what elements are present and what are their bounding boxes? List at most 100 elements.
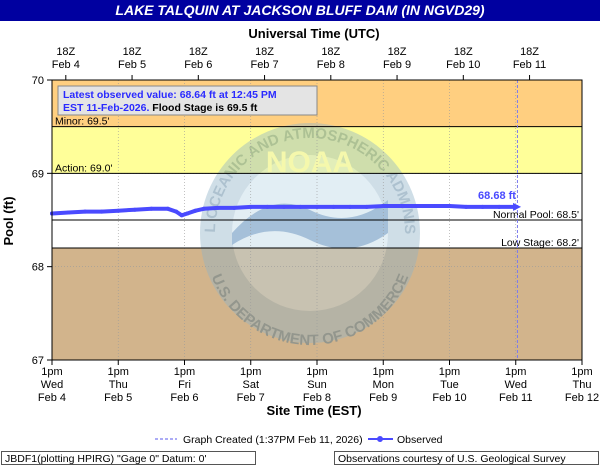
latest-observed-box: Latest observed value: 68.64 ft at 12:45…: [57, 85, 318, 116]
observed-line: [50, 204, 518, 218]
x-tick-label-bottom: Thu: [573, 379, 592, 391]
observed-point: [364, 204, 369, 209]
observed-point: [149, 206, 154, 211]
observed-point: [381, 204, 386, 208]
observed-point: [165, 206, 170, 211]
latest-observed-line2: EST 11-Feb-2026. Flood Stage is 69.5 ft: [63, 102, 258, 114]
x-tick-label-top: 18Z: [321, 46, 340, 58]
x-tick-label-top: Feb 8: [317, 59, 345, 71]
x-tick-label-bottom: Feb 8: [303, 392, 331, 404]
x-tick-label-top: 18Z: [520, 46, 539, 58]
watermark-outer-ring: [200, 123, 420, 343]
x-tick-label-top: Feb 4: [52, 59, 80, 71]
x-tick-label-bottom: Sun: [307, 379, 327, 391]
observed-point: [248, 204, 253, 209]
x-tick-label-bottom: Feb 11: [499, 392, 532, 404]
latest-observed-date: EST 11-Feb-2026.: [63, 102, 149, 114]
observed-point: [414, 204, 419, 208]
footer-right-text: Observations courtesy of U.S. Geological…: [338, 453, 566, 465]
legend-observed-label: Observed: [397, 434, 443, 446]
flood-stage-text: Flood Stage is 69.5 ft: [149, 102, 257, 114]
x-tick-label-bottom: Wed: [505, 379, 527, 391]
x-tick-label-top: 18Z: [189, 46, 208, 58]
x-tick-label-bottom: 1pm: [174, 366, 195, 378]
x-tick-label-top: Feb 5: [118, 59, 146, 71]
x-tick-label-bottom: 1pm: [439, 366, 460, 378]
observed-point: [179, 213, 184, 218]
observed-point: [315, 204, 319, 209]
observed-point: [331, 204, 336, 209]
threshold-label: Normal Pool: 68.5': [493, 209, 579, 221]
observed-point: [281, 204, 286, 209]
threshold-label: Low Stage: 68.2': [501, 237, 579, 249]
x-tick-label-bottom: 1pm: [41, 366, 62, 378]
title-bar: [0, 0, 600, 21]
watermark-bird-shape: [232, 200, 388, 249]
observed-series: [50, 202, 522, 218]
observed-end-arrow: [513, 202, 522, 211]
observed-point: [185, 211, 190, 216]
latest-observed-line1: Latest observed value: 68.64 ft at 12:45…: [63, 89, 277, 101]
x-tick-label-bottom: 1pm: [240, 366, 261, 378]
x-tick-label-top: Feb 10: [446, 59, 480, 71]
observed-point: [447, 204, 452, 208]
footer-left-text: JBDF1(plotting HPIRG) "Gage 0" Datum: 0': [5, 453, 206, 465]
x-tick-label-bottom: 1pm: [306, 366, 327, 378]
x-tick-label-bottom: Feb 10: [432, 392, 466, 404]
x-tick-label-top: 18Z: [388, 46, 407, 58]
x-tick-label-bottom: Feb 12: [565, 392, 599, 404]
x-tick-label-bottom: Feb 4: [38, 392, 66, 404]
x-tick-label-bottom: Feb 7: [237, 392, 265, 404]
latest-observed-bg: [57, 85, 318, 116]
observed-point: [132, 207, 137, 212]
x-tick-label-top: 18Z: [56, 46, 75, 58]
threshold-label: Minor: 69.5': [55, 116, 110, 128]
chart-title: LAKE TALQUIN AT JACKSON BLUFF DAM (IN NG…: [115, 2, 485, 18]
x-tick-label-bottom: Mon: [373, 379, 394, 391]
observed-point: [298, 204, 303, 209]
last-value-label: 68.68 ft: [478, 190, 516, 202]
observed-point: [83, 209, 88, 214]
y-tick-label: 69: [32, 168, 44, 180]
x-tick-label-bottom: 1pm: [373, 366, 394, 378]
x-tick-label-bottom: Feb 5: [104, 392, 132, 404]
legend-observed-marker: [377, 436, 383, 442]
x-tick-label-top: 18Z: [454, 46, 473, 58]
observed-point: [497, 204, 502, 209]
observed-point: [66, 210, 71, 215]
observed-point: [464, 204, 469, 209]
x-tick-label-bottom: Feb 6: [170, 392, 198, 404]
bottom-axis-title: Site Time (EST): [266, 403, 361, 418]
x-tick-label-top: 18Z: [123, 46, 142, 58]
observed-point: [430, 204, 435, 208]
watermark-noaa-text: NOAA: [266, 146, 354, 179]
threshold-lines: Minor: 69.5' Action: 69.0' Normal Pool: 68…: [52, 80, 582, 360]
x-tick-label-bottom: 1pm: [108, 366, 129, 378]
x-tick-label-top: Feb 9: [383, 59, 411, 71]
observed-point: [397, 204, 402, 208]
observed-point: [99, 209, 104, 214]
x-tick-label-top: Feb 7: [250, 59, 278, 71]
x-tick-label-bottom: Tue: [440, 379, 459, 391]
x-tick-label-bottom: Wed: [41, 379, 63, 391]
x-tick-label-bottom: Sat: [242, 379, 259, 391]
legend-graph-created-label: Graph Created (1:37PM Feb 11, 2026): [183, 434, 363, 446]
watermark-inner-disc: [232, 155, 388, 311]
observed-point: [232, 205, 237, 210]
x-tick-label-bottom: 1pm: [571, 366, 592, 378]
observed-point: [201, 206, 206, 211]
y-tick-label: 68: [32, 262, 44, 274]
observed-point: [116, 208, 121, 213]
observed-point: [174, 209, 179, 214]
observed-point: [215, 205, 220, 210]
x-tick-label-bottom: Thu: [109, 379, 128, 391]
y-tick-label: 67: [32, 355, 44, 367]
observed-point: [480, 204, 485, 209]
y-axis-title: Pool (ft): [1, 196, 16, 245]
legend: Graph Created (1:37PM Feb 11, 2026) Obse…: [155, 434, 443, 446]
x-tick-label-top: 18Z: [255, 46, 274, 58]
x-tick-label-top: Feb 6: [184, 59, 212, 71]
observed-point: [265, 204, 270, 209]
